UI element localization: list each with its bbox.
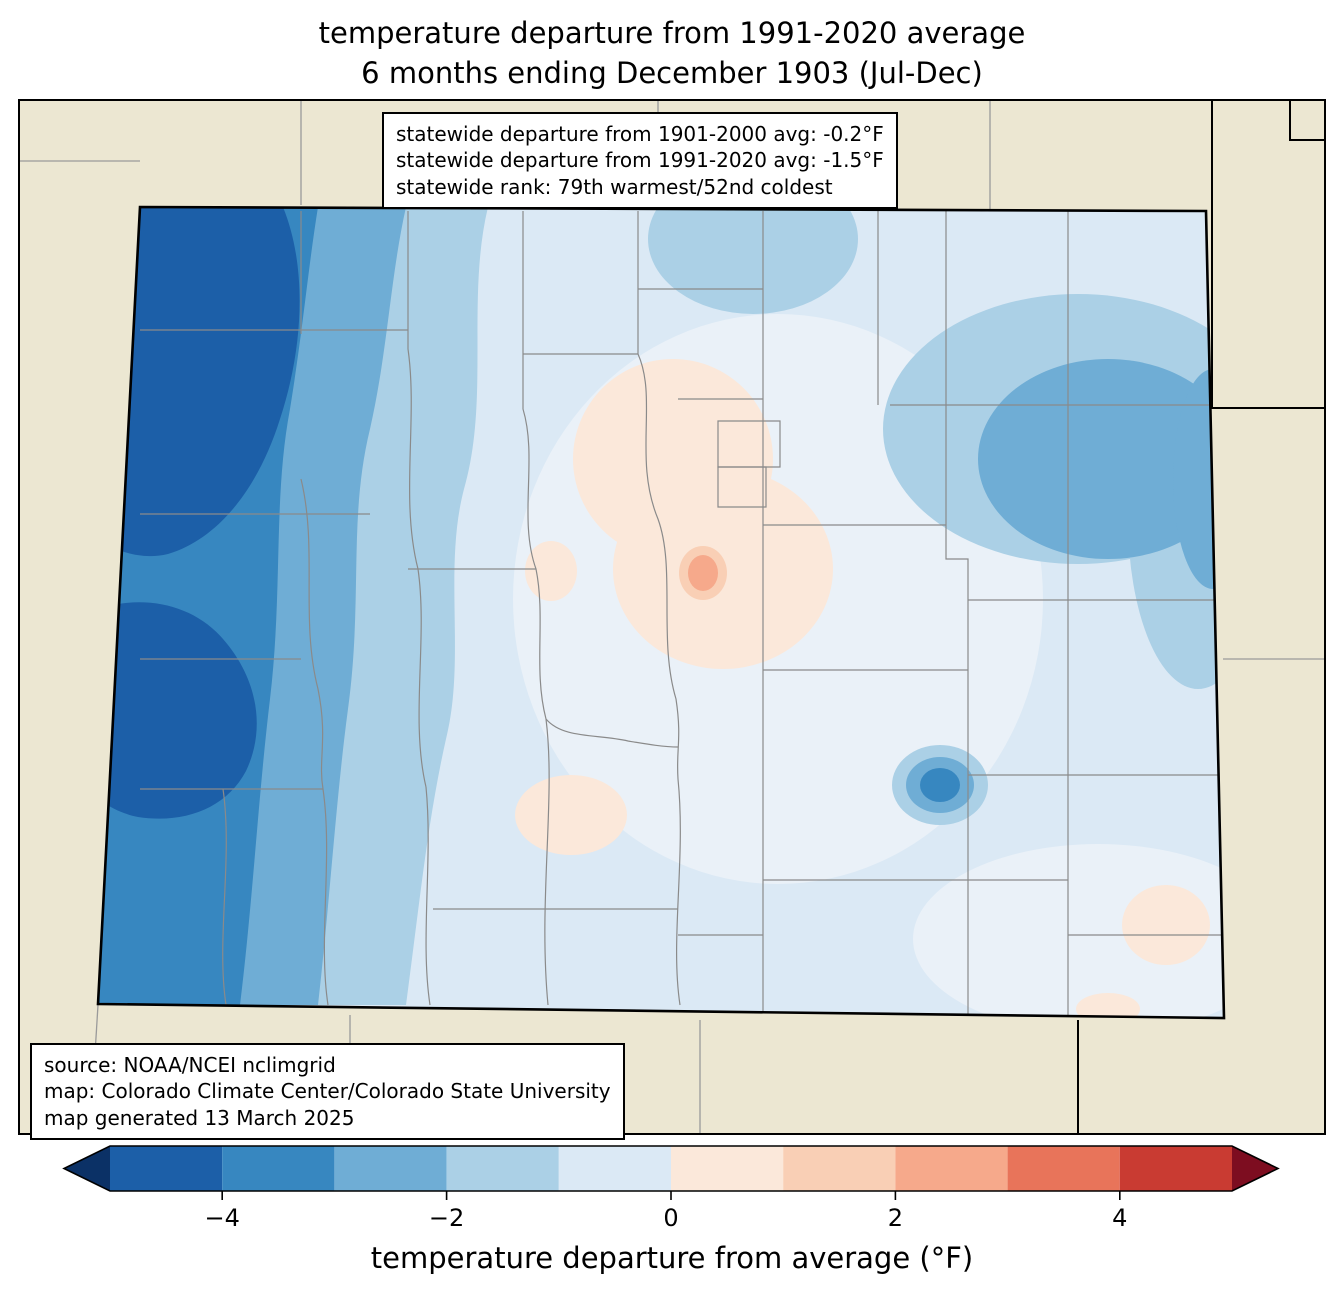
colorbar-tick-labels: −4 −2 0 2 4 <box>205 1204 1128 1232</box>
warm-spot-south-central <box>515 775 627 855</box>
colorbar-segment-2 <box>222 1146 335 1191</box>
colorbar-under-arrow <box>64 1146 110 1191</box>
map-canvas <box>18 99 1326 1135</box>
stats-line-rank: statewide rank: 79th warmest/52nd coldes… <box>396 174 833 199</box>
generated-date-line: map generated 13 March 2025 <box>44 1105 355 1130</box>
colorbar: −4 −2 0 2 4 temperature departure from a… <box>0 1140 1344 1299</box>
warm-dot-core <box>688 555 718 591</box>
colorbar-axis-label: temperature departure from average (°F) <box>371 1241 973 1275</box>
chart-title-line-2: 6 months ending December 1903 (Jul-Dec) <box>361 56 983 90</box>
source-attribution-box: source: NOAA/NCEI nclimgrid map: Colorad… <box>30 1043 625 1141</box>
cool-blob-north-center <box>648 207 858 314</box>
colorbar-segment-8 <box>895 1146 1008 1191</box>
axes-frame <box>18 99 1326 1135</box>
near-zero-region-southeast <box>913 844 1224 1018</box>
state-border-colorado <box>96 205 1226 1020</box>
tick-label-neg2: −2 <box>429 1204 464 1232</box>
coldest-blob-northwest <box>98 207 300 557</box>
cold-core-northeast <box>978 359 1224 559</box>
map-svg <box>18 99 1326 1135</box>
colorbar-segment-1 <box>110 1146 223 1191</box>
stats-line-1901-2000: statewide departure from 1901-2000 avg: … <box>396 122 884 146</box>
cool-spot-core <box>920 768 960 802</box>
warm-spot-central-west <box>525 541 577 601</box>
tick-label-pos2: 2 <box>888 1204 903 1232</box>
colorbar-segment-5 <box>558 1146 671 1191</box>
colorbar-segment-7 <box>783 1146 896 1191</box>
stats-line-1991-2020: statewide departure from 1991-2020 avg: … <box>396 148 884 173</box>
colorbar-svg: −4 −2 0 2 4 temperature departure from a… <box>62 1145 1280 1275</box>
colorbar-segment-3 <box>334 1146 447 1191</box>
map-credit-line: map: Colorado Climate Center/Colorado St… <box>44 1079 611 1104</box>
tick-label-pos4: 4 <box>1112 1204 1127 1232</box>
tick-label-neg4: −4 <box>205 1204 240 1232</box>
colorbar-over-arrow <box>1232 1146 1278 1191</box>
county-boundaries <box>140 211 1223 1017</box>
temperature-contours <box>98 207 1224 1018</box>
colorbar-segments <box>110 1146 1232 1191</box>
tick-label-zero: 0 <box>663 1204 678 1232</box>
colorbar-segment-9 <box>1007 1146 1120 1191</box>
coldest-blob-west-central <box>98 602 257 819</box>
statewide-stats-box: statewide departure from 1901-2000 avg: … <box>382 112 898 210</box>
neighbor-state-borders <box>1077 99 1326 1135</box>
colorbar-segment-6 <box>671 1146 784 1191</box>
colorbar-segment-10 <box>1119 1146 1232 1191</box>
colorbar-outline <box>62 1145 1280 1192</box>
source-line: source: NOAA/NCEI nclimgrid <box>44 1053 336 1077</box>
warm-spot-east <box>1122 885 1210 965</box>
colorbar-segment-4 <box>446 1146 559 1191</box>
chart-title-line-1: temperature departure from 1991-2020 ave… <box>318 16 1026 50</box>
colorbar-tick-marks <box>221 1191 1121 1200</box>
